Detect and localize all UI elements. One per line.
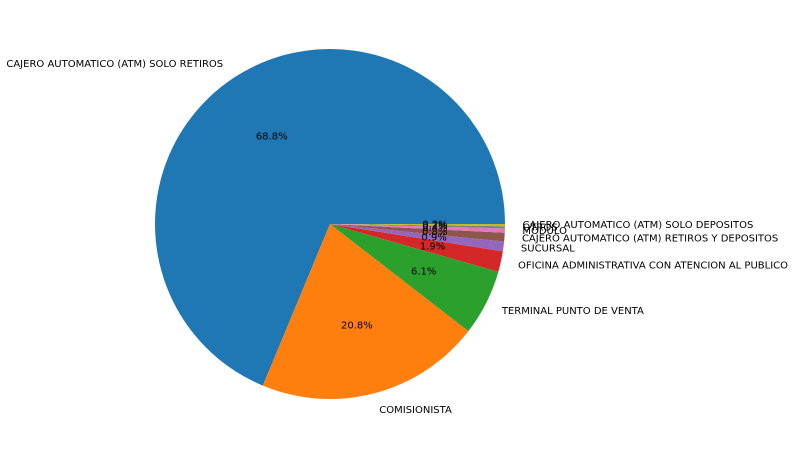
- pie-category-label: COMISIONISTA: [379, 405, 452, 416]
- pie-percent-labels: 68.8%20.8%6.1%1.9%0.9%0.8%0.4%0.2%0.2%: [256, 132, 448, 332]
- pie-category-labels: CAJERO AUTOMATICO (ATM) SOLO RETIROS COMI…: [6, 59, 788, 416]
- pie-percent-label: 1.9%: [420, 242, 445, 253]
- pie-category-label: CAJERO AUTOMATICO (ATM) RETIROS Y DEPOSI…: [522, 233, 778, 244]
- pie-percent-label: 0.2%: [422, 220, 447, 231]
- pie-slice-oficina-administrativa-con-atencion-al-publico: [330, 224, 503, 272]
- pie-category-label: CAJERO AUTOMATICO (ATM) SOLO RETIROS: [6, 59, 223, 70]
- pie-percent-label: 6.1%: [411, 266, 436, 277]
- pie-category-label: OFICINA ADMINISTRATIVA CON ATENCION AL P…: [518, 260, 788, 271]
- pie-slice-otros: [330, 224, 505, 229]
- pie-percent-label: 0.9%: [421, 232, 446, 243]
- pie-slice-terminal-punto-de-venta: [330, 224, 499, 332]
- pie-category-label: TERMINAL PUNTO DE VENTA: [501, 306, 644, 317]
- pie-slice-cajero-automatico-atm-retiros-y-depositos: [330, 224, 505, 242]
- pie-slice-cajero-automatico-atm-solo-retiros: [155, 49, 505, 386]
- pie-slice-modulo: [330, 224, 505, 233]
- pie-category-label: CAJERO AUTOMATICO (ATM) SOLO DEPOSITOS: [522, 220, 753, 231]
- pie-percent-label: 20.8%: [341, 320, 373, 331]
- pie-percent-label: 0.8%: [422, 227, 447, 238]
- pie-slice-cajero-automatico-atm-solo-depositos: [330, 224, 505, 227]
- pie-percent-label: 68.8%: [256, 132, 288, 143]
- pie-slice-comisionista: [262, 224, 469, 399]
- pie-wedges: [155, 49, 505, 399]
- pie-category-label: OTROS: [522, 223, 557, 234]
- pie-category-label: MODULO: [522, 226, 567, 237]
- pie-category-label: SUCURSAL: [521, 244, 575, 255]
- pie-percent-label: 0.4%: [422, 223, 447, 234]
- pie-slice-sucursal: [330, 224, 505, 252]
- pie-percent-label: 0.2%: [422, 221, 447, 232]
